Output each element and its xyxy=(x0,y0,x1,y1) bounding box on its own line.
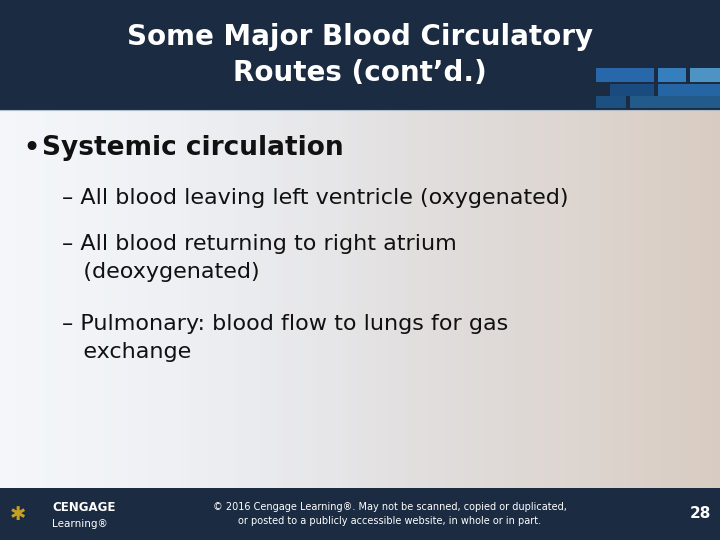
Text: – Pulmonary: blood flow to lungs for gas
   exchange: – Pulmonary: blood flow to lungs for gas… xyxy=(62,314,508,362)
Text: •: • xyxy=(22,133,40,163)
Text: Systemic circulation: Systemic circulation xyxy=(42,135,343,161)
FancyBboxPatch shape xyxy=(596,68,654,82)
FancyBboxPatch shape xyxy=(630,96,720,108)
FancyBboxPatch shape xyxy=(658,84,720,96)
Text: Routes (cont’d.): Routes (cont’d.) xyxy=(233,59,487,87)
FancyBboxPatch shape xyxy=(690,68,720,82)
Text: 28: 28 xyxy=(689,507,711,522)
Text: CENGAGE: CENGAGE xyxy=(52,501,115,514)
FancyBboxPatch shape xyxy=(0,488,720,540)
Text: © 2016 Cengage Learning®. May not be scanned, copied or duplicated,
or posted to: © 2016 Cengage Learning®. May not be sca… xyxy=(213,502,567,526)
Text: Some Major Blood Circulatory: Some Major Blood Circulatory xyxy=(127,23,593,51)
FancyBboxPatch shape xyxy=(610,84,654,96)
Text: – All blood returning to right atrium
   (deoxygenated): – All blood returning to right atrium (d… xyxy=(62,234,456,282)
Text: ✱: ✱ xyxy=(10,504,26,523)
FancyBboxPatch shape xyxy=(658,68,686,82)
Text: Learning®: Learning® xyxy=(52,519,108,529)
FancyBboxPatch shape xyxy=(596,96,626,108)
Text: – All blood leaving left ventricle (oxygenated): – All blood leaving left ventricle (oxyg… xyxy=(62,188,569,208)
FancyBboxPatch shape xyxy=(0,0,720,110)
